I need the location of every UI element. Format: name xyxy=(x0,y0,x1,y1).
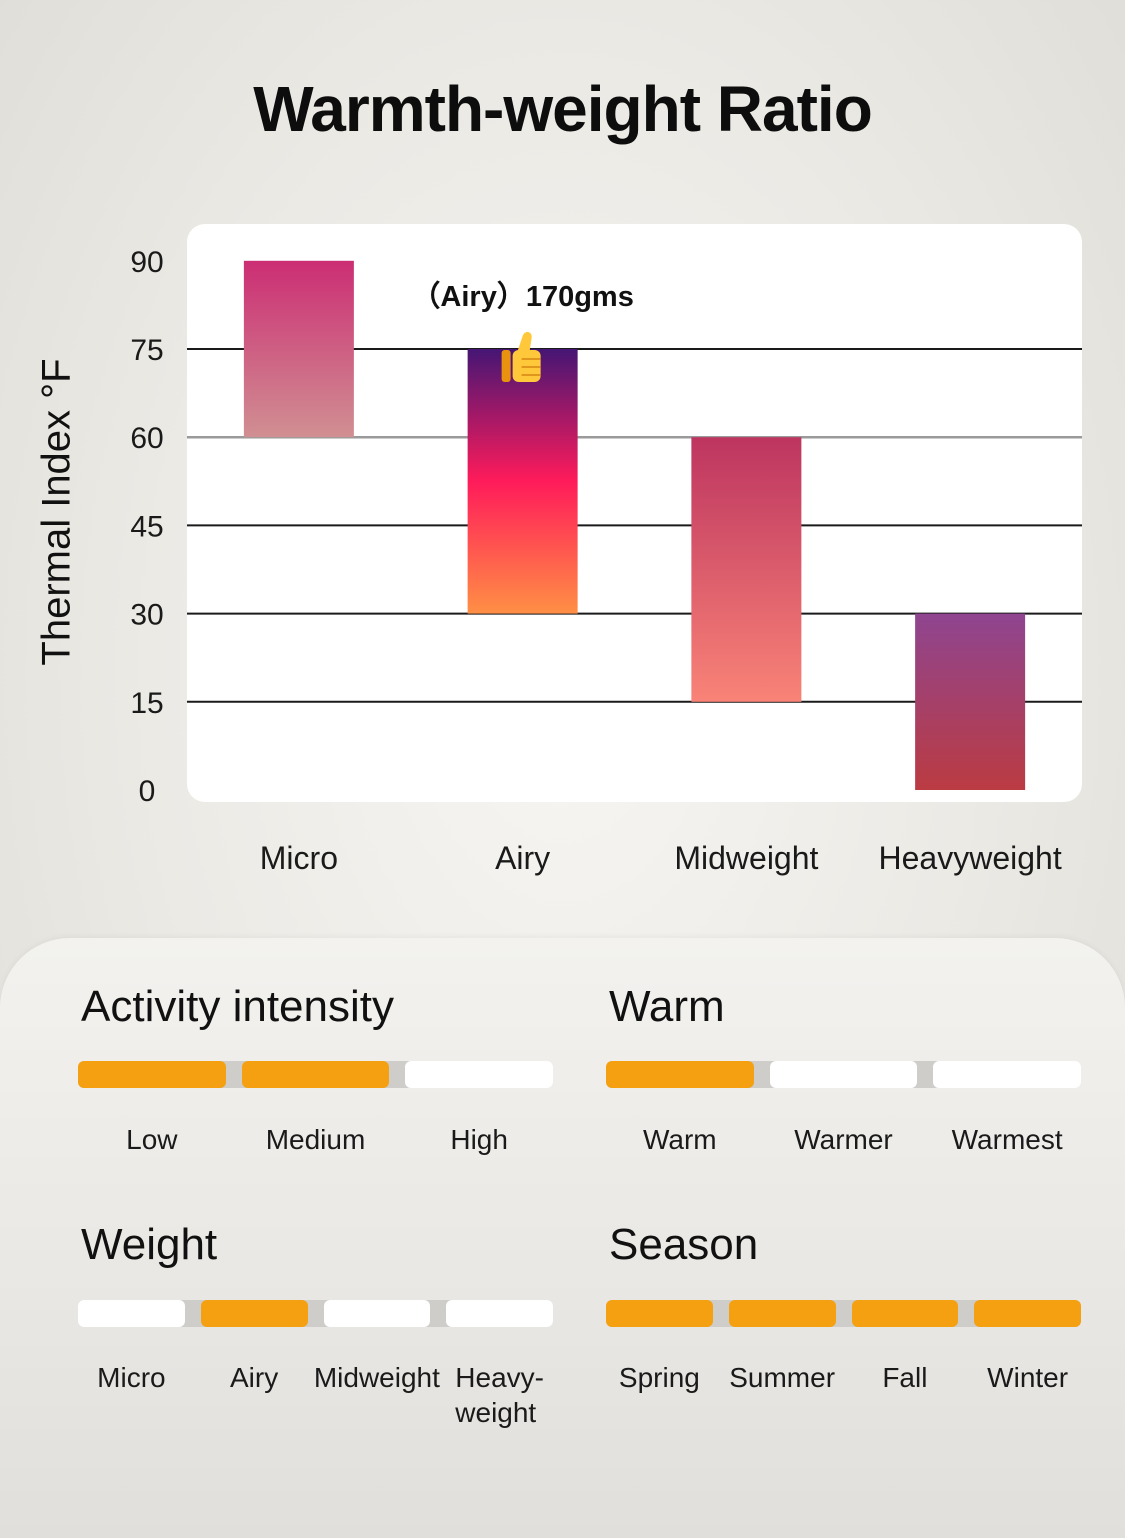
scale-level-label: Midweight xyxy=(313,1362,440,1393)
y-tick-label: 30 xyxy=(130,599,163,632)
attribute-panel xyxy=(0,938,1125,1538)
scale-segment-inactive xyxy=(78,1300,185,1327)
scale-level-label: Warm xyxy=(643,1124,717,1155)
y-tick-label: 45 xyxy=(130,510,163,543)
bar-micro xyxy=(243,260,354,438)
scale-track xyxy=(78,1300,553,1327)
scale-level-label: Heavy- weight xyxy=(455,1362,544,1428)
scale-segment-active xyxy=(606,1061,754,1088)
bar-midweight xyxy=(691,437,802,702)
scale-segment-active xyxy=(200,1300,308,1327)
x-tick-label: Airy xyxy=(495,840,550,876)
scale-level-label: Summer xyxy=(729,1362,836,1393)
scale-title: Activity intensity xyxy=(81,982,394,1031)
scale-segment-active xyxy=(78,1061,226,1088)
scale-title: Weight xyxy=(81,1220,218,1269)
x-tick-label: Midweight xyxy=(674,840,818,876)
warmth-weight-chart: 0 15 30 45 60 75 90 Micro Airy Midweight Heavyweig… xyxy=(130,224,1082,876)
scale-track xyxy=(606,1300,1081,1327)
bar-annotation: （Airy）170gms xyxy=(411,280,633,313)
y-tick-label: 60 xyxy=(130,422,163,455)
y-tick-label: 0 xyxy=(139,775,156,808)
scale-title: Warm xyxy=(609,982,725,1031)
scale-level-label: Low xyxy=(126,1124,178,1155)
thumbs-up-icon xyxy=(501,332,541,382)
scale-segment-active xyxy=(974,1300,1081,1327)
scale-segment-inactive xyxy=(323,1300,431,1327)
bar-airy xyxy=(467,349,578,614)
scale-track xyxy=(78,1061,553,1088)
chart-title: Warmth-weight Ratio xyxy=(253,73,873,145)
bar-heavyweight xyxy=(915,613,1026,790)
scale-level-label: Spring xyxy=(618,1362,700,1393)
y-tick-label: 90 xyxy=(130,246,163,279)
scale-level-label: Fall xyxy=(882,1362,928,1393)
scale-track xyxy=(606,1061,1081,1088)
scale-segment-inactive xyxy=(933,1061,1081,1088)
x-tick-label: Micro xyxy=(260,840,338,876)
x-tick-label: Heavyweight xyxy=(879,840,1062,876)
scale-level-label: Micro xyxy=(97,1362,166,1393)
scale-segment-inactive xyxy=(405,1061,553,1088)
scale-level-label: Warmest xyxy=(951,1124,1063,1155)
scale-level-label: Winter xyxy=(987,1362,1069,1393)
scale-segment-active xyxy=(241,1061,390,1088)
scale-level-label: High xyxy=(450,1124,508,1155)
plot-area xyxy=(187,224,1082,802)
scale-segment-inactive xyxy=(446,1300,553,1327)
scale-level-label: Medium xyxy=(265,1124,366,1155)
scale-title: Season xyxy=(609,1220,759,1269)
scale-level-label: Airy xyxy=(230,1362,279,1393)
scale-segment-active xyxy=(606,1300,713,1327)
scale-level-label: Warmer xyxy=(794,1124,893,1155)
scale-segment-inactive xyxy=(769,1061,918,1088)
scale-segment-active xyxy=(728,1300,836,1327)
scale-segment-active xyxy=(851,1300,959,1327)
y-tick-label: 15 xyxy=(130,687,163,720)
y-tick-label: 75 xyxy=(130,334,163,367)
